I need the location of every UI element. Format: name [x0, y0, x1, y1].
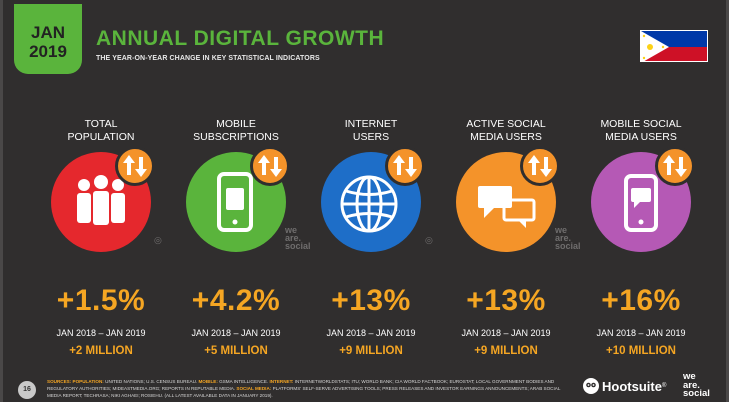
change-percent: +4.2% — [191, 284, 281, 317]
indicator-label: ACTIVE SOCIAL MEDIA USERS — [466, 118, 546, 143]
people-icon — [77, 175, 125, 225]
change-percent: +13% — [331, 284, 411, 317]
page-title: ANNUAL DIGITAL GROWTH — [96, 27, 385, 50]
indicator-total-population: TOTAL POPULATION +1.5% JAN 2018 – JAN 201… — [37, 110, 165, 357]
indicator-circle — [456, 146, 560, 252]
page-subtitle: THE YEAR-ON-YEAR CHANGE IN KEY STATISTIC… — [96, 55, 320, 62]
change-absolute: +2 MILLION — [69, 345, 133, 357]
hootsuite-logo: Hootsuite ® — [583, 378, 666, 394]
change-absolute: +10 MILLION — [606, 345, 676, 357]
speech-bubbles-icon — [478, 186, 536, 228]
change-percent: +16% — [601, 284, 681, 317]
growth-arrows-icon — [385, 146, 425, 186]
change-range: JAN 2018 – JAN 2019 — [191, 328, 281, 338]
badge-month: JAN — [30, 23, 65, 42]
mobile-sim-icon — [217, 172, 253, 232]
philippines-flag-icon — [640, 30, 708, 62]
growth-arrows-icon — [250, 146, 290, 186]
change-range: JAN 2018 – JAN 2019 — [596, 328, 686, 338]
owl-icon — [583, 378, 599, 394]
indicator-circle — [321, 146, 425, 252]
page-number: 16 — [18, 381, 36, 399]
indicator-circle — [591, 146, 695, 252]
indicator-circle — [51, 146, 155, 252]
indicator-active-social-media-users: ACTIVE SOCIAL MEDIA USERS ◎ +13% JAN 2018… — [425, 110, 570, 357]
sources-note: SOURCES: POPULATION: UNITED NATIONS; U.S… — [47, 379, 561, 398]
mobile-chat-icon — [624, 174, 658, 232]
we-are-social-watermark: we are. social — [285, 225, 311, 251]
change-range: JAN 2018 – JAN 2019 — [461, 328, 551, 338]
date-badge: JAN 2019 — [14, 4, 82, 74]
hootsuite-watermark-icon: ◎ — [154, 235, 162, 245]
growth-arrows-icon — [655, 146, 695, 186]
globe-icon — [340, 175, 398, 233]
badge-year: 2019 — [29, 42, 67, 61]
change-range: JAN 2018 – JAN 2019 — [326, 328, 416, 338]
change-percent: +13% — [466, 284, 546, 317]
change-percent: +1.5% — [56, 284, 146, 317]
indicator-internet-users: INTERNET USERS we are. social +13% JAN 2018… — [285, 110, 435, 357]
indicator-circle — [186, 146, 290, 252]
change-absolute: +9 MILLION — [474, 345, 538, 357]
indicator-mobile-subscriptions: MOBILE SUBSCRIPTIONS ◎ +4.2% JAN 2018 – J… — [154, 110, 300, 357]
indicator-label: TOTAL POPULATION — [67, 118, 135, 143]
change-absolute: +9 MILLION — [339, 345, 403, 357]
we-are-social-watermark: we are. social — [555, 225, 581, 251]
indicator-label: INTERNET USERS — [344, 118, 398, 143]
indicator-label: MOBILE SOCIAL MEDIA USERS — [600, 118, 682, 143]
change-range: JAN 2018 – JAN 2019 — [56, 328, 146, 338]
registered-mark: ® — [661, 383, 667, 389]
we-are-social-logo: we are. social — [683, 371, 710, 399]
indicator-mobile-social-media-users: MOBILE SOCIAL MEDIA USERS we are. social +1… — [555, 110, 705, 357]
indicator-label: MOBILE SUBSCRIPTIONS — [193, 118, 279, 143]
growth-arrows-icon — [520, 146, 560, 186]
hootsuite-watermark-icon: ◎ — [425, 235, 433, 245]
growth-arrows-icon — [115, 146, 155, 186]
change-absolute: +5 MILLION — [204, 345, 268, 357]
hootsuite-wordmark: Hootsuite — [602, 378, 662, 394]
